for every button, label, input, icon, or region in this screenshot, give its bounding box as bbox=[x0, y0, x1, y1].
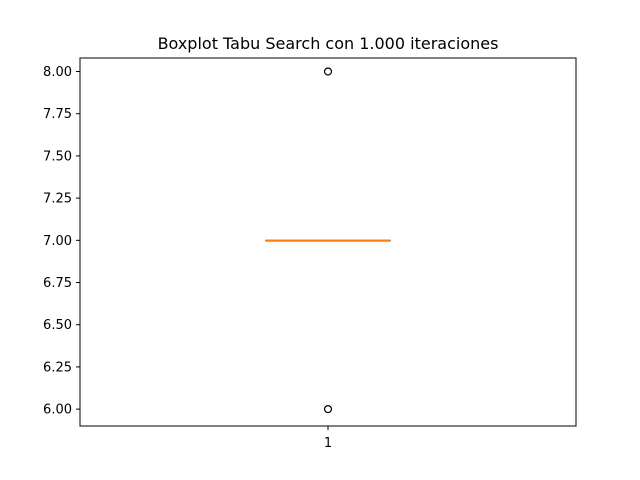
y-tick-label: 7.25 bbox=[43, 192, 72, 207]
y-tick-label: 8.00 bbox=[43, 65, 72, 80]
y-tick-label: 6.50 bbox=[43, 318, 72, 333]
y-tick-label: 6.25 bbox=[43, 360, 72, 375]
boxes bbox=[265, 67, 391, 414]
outlier-point bbox=[323, 67, 333, 76]
plot-area bbox=[79, 57, 577, 427]
outlier-point bbox=[323, 405, 333, 414]
x-tick-label: 1 bbox=[324, 436, 332, 451]
x-axis: 1 bbox=[324, 426, 332, 451]
box-group bbox=[265, 67, 391, 414]
y-tick-label: 6.00 bbox=[43, 403, 72, 418]
y-tick-label: 7.75 bbox=[43, 107, 72, 122]
y-axis: 6.00 6.25 6.50 6.75 7.00 7.25 7.50 7.75 8.00 bbox=[43, 65, 80, 418]
y-tick-label: 7.50 bbox=[43, 149, 72, 164]
y-tick-label: 7.00 bbox=[43, 234, 72, 249]
y-tick-label: 6.75 bbox=[43, 276, 72, 291]
chart-title: Boxplot Tabu Search con 1.000 iteracione… bbox=[158, 34, 499, 53]
